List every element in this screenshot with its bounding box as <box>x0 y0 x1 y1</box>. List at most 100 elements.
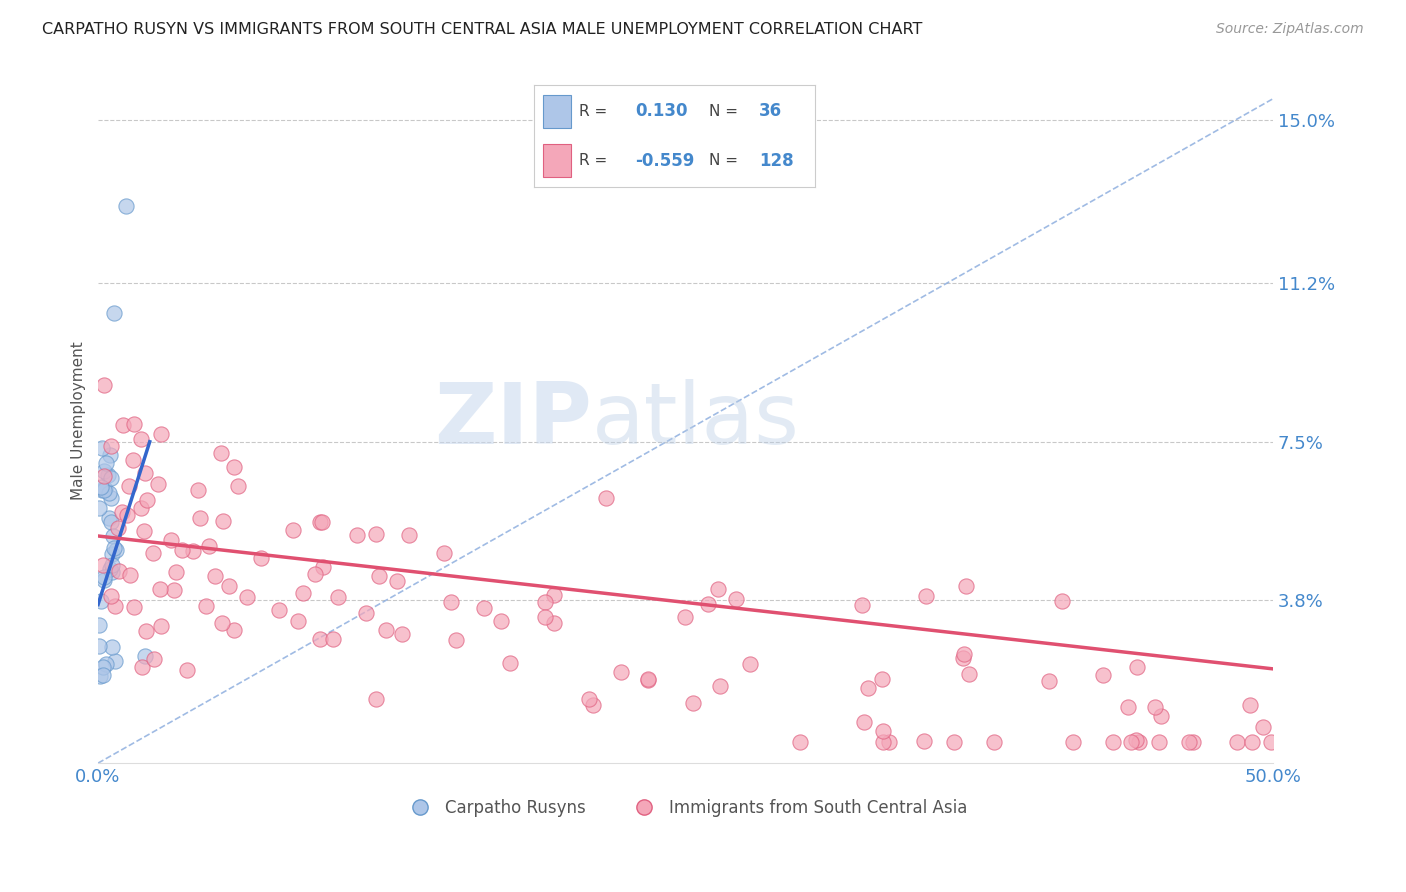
Point <box>91 441 114 455</box>
Point <box>912 734 935 748</box>
Point <box>281 523 304 537</box>
Point <box>198 539 221 553</box>
Point <box>110 505 132 519</box>
Point <box>160 533 183 548</box>
Point <box>391 627 413 641</box>
Point <box>291 586 314 600</box>
Point <box>103 541 125 555</box>
Point <box>228 479 250 493</box>
Point <box>204 569 226 583</box>
Point <box>94 657 117 672</box>
Point <box>101 565 124 579</box>
Point <box>209 446 232 460</box>
Point <box>472 601 495 615</box>
Point <box>194 599 217 614</box>
Point <box>98 449 121 463</box>
Point <box>100 515 122 529</box>
Point <box>134 648 156 663</box>
Text: 36: 36 <box>759 103 782 120</box>
Point <box>129 432 152 446</box>
Text: N =: N = <box>709 153 738 169</box>
Point <box>1050 594 1073 608</box>
Point <box>534 595 557 609</box>
Point <box>1121 735 1143 749</box>
Point <box>1182 735 1205 749</box>
Point <box>98 486 121 500</box>
Point <box>312 559 335 574</box>
Point <box>122 600 145 615</box>
Point <box>366 526 388 541</box>
Point <box>789 735 811 749</box>
Point <box>952 651 974 665</box>
Point <box>595 491 617 506</box>
Point <box>582 698 605 713</box>
Point <box>165 565 187 579</box>
Text: 0.130: 0.130 <box>636 103 688 120</box>
Text: N =: N = <box>709 103 738 119</box>
Point <box>94 482 117 496</box>
Point <box>440 595 463 609</box>
Point <box>872 735 894 749</box>
Point <box>100 471 122 485</box>
Point <box>499 657 522 671</box>
Point <box>375 623 398 637</box>
Point <box>707 582 730 596</box>
Point <box>101 547 124 561</box>
Point <box>398 527 420 541</box>
Point <box>1149 735 1171 749</box>
Text: ZIP: ZIP <box>433 379 592 462</box>
Point <box>101 529 124 543</box>
Point <box>224 624 246 638</box>
Point <box>1126 660 1149 674</box>
Point <box>142 546 165 560</box>
Point <box>222 460 245 475</box>
Point <box>578 692 600 706</box>
Point <box>91 558 114 573</box>
Point <box>489 614 512 628</box>
Point <box>385 574 408 588</box>
Point <box>100 439 122 453</box>
Point <box>235 590 257 604</box>
Point <box>104 654 127 668</box>
Point <box>89 500 111 515</box>
Point <box>1150 708 1173 723</box>
Point <box>368 569 391 583</box>
Text: Source: ZipAtlas.com: Source: ZipAtlas.com <box>1216 22 1364 37</box>
Point <box>1062 735 1084 749</box>
Point <box>93 573 115 587</box>
Point <box>188 511 211 525</box>
Point <box>856 681 879 696</box>
Point <box>108 565 131 579</box>
Point <box>250 550 273 565</box>
Point <box>90 480 112 494</box>
Point <box>150 427 173 442</box>
Point <box>129 501 152 516</box>
Legend: Carpatho Rusyns, Immigrants from South Central Asia: Carpatho Rusyns, Immigrants from South C… <box>396 792 974 823</box>
FancyBboxPatch shape <box>543 95 571 128</box>
Point <box>111 417 134 432</box>
Point <box>543 616 565 631</box>
Point <box>181 543 204 558</box>
Point <box>959 667 981 681</box>
Point <box>172 542 194 557</box>
Text: 128: 128 <box>759 152 794 169</box>
Point <box>93 469 115 483</box>
Point <box>543 588 565 602</box>
Point <box>122 453 145 467</box>
Point <box>104 542 127 557</box>
Point <box>682 696 704 710</box>
Point <box>93 378 115 392</box>
Point <box>953 647 976 661</box>
Point <box>304 566 326 581</box>
Point <box>870 672 893 686</box>
Point <box>943 735 966 749</box>
Point <box>132 524 155 539</box>
Point <box>176 663 198 677</box>
Y-axis label: Male Unemployment: Male Unemployment <box>72 341 86 500</box>
Point <box>1038 673 1060 688</box>
Point <box>103 306 125 320</box>
Point <box>211 514 233 528</box>
Point <box>851 598 873 612</box>
Point <box>1239 698 1261 712</box>
Point <box>346 528 368 542</box>
